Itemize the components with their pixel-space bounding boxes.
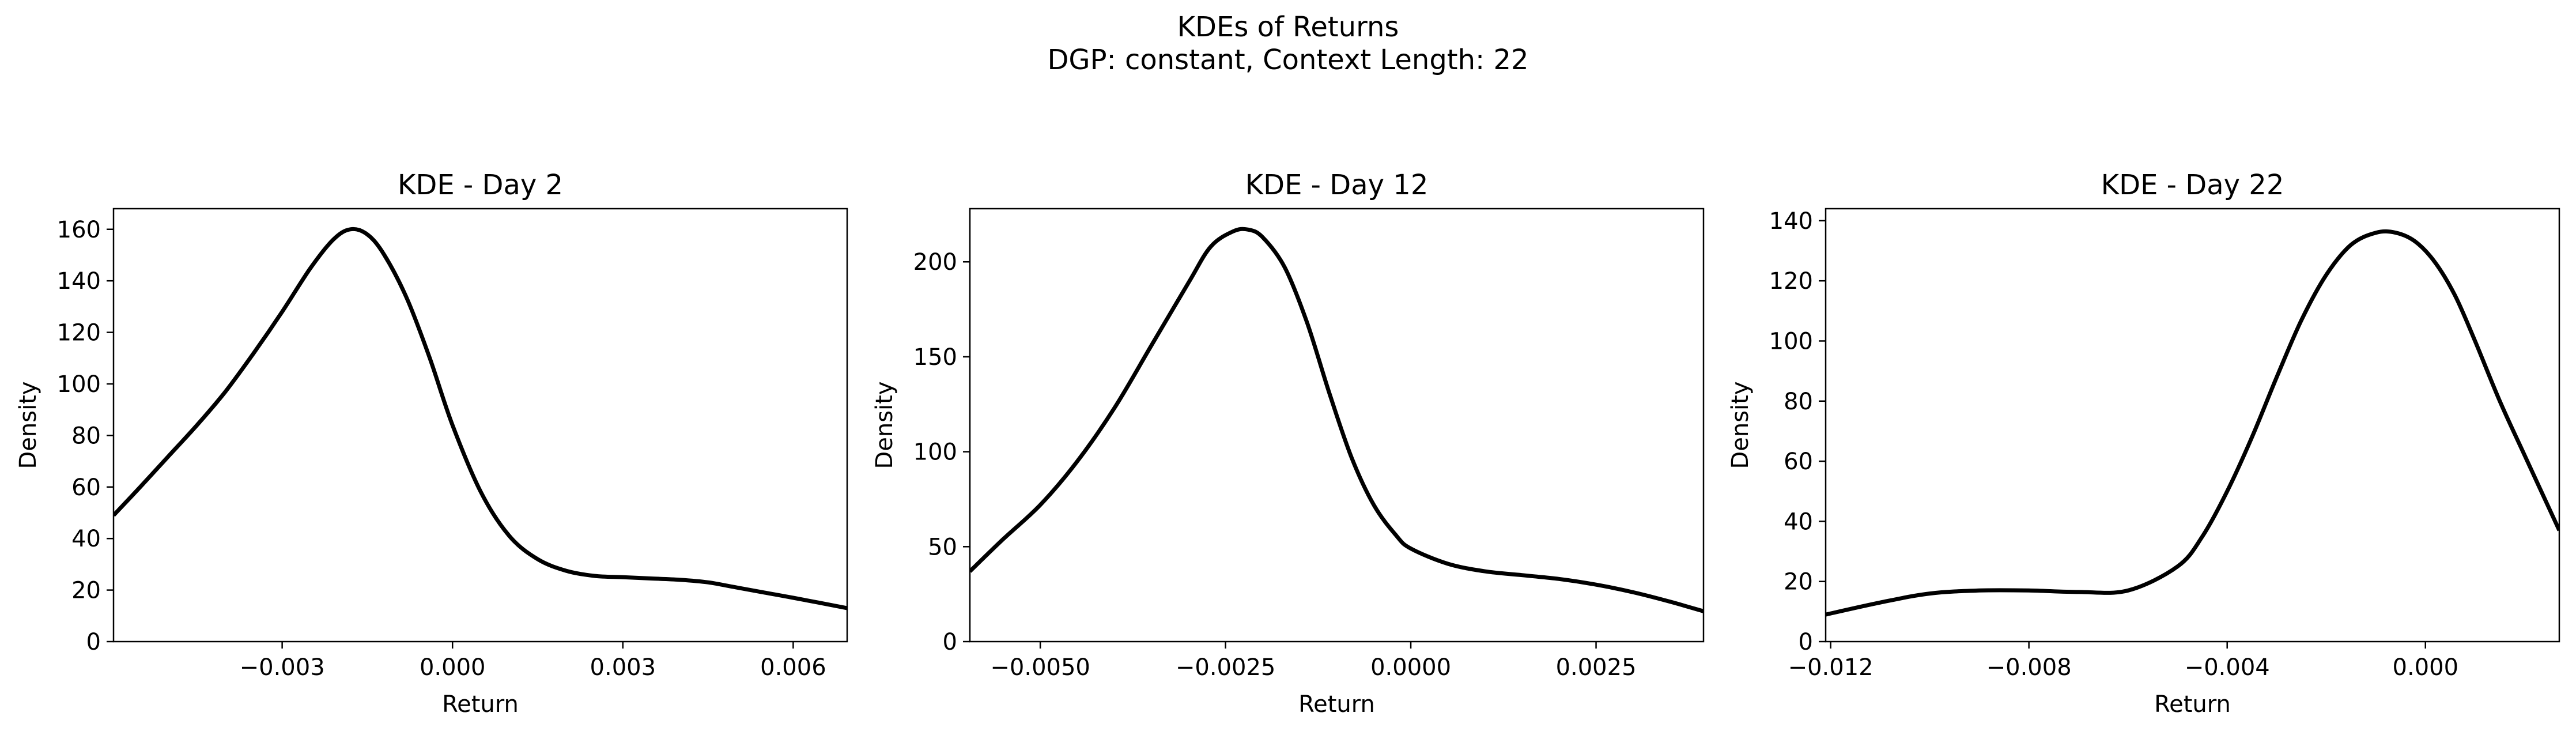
chart-panel-3: KDE - Day 22 −0.012 −0.008 −0.004 0.000 0 20 40…: [1727, 169, 2560, 718]
x-tick-label: 0.003: [590, 654, 656, 681]
x-tick-label: −0.003: [240, 654, 325, 681]
y-tick-label: 200: [913, 249, 957, 276]
x-axis-label: Return: [2154, 691, 2231, 718]
x-tick-label: −0.0050: [990, 654, 1090, 681]
kde-density-line: [114, 227, 847, 610]
y-tick-label: 0: [943, 629, 957, 655]
chart-panel-2: KDE - Day 12 −0.0050 −0.0025 0.0000 0.0025 0 5…: [871, 169, 1705, 718]
x-tick-label: 0.006: [760, 654, 826, 681]
x-tick-label: −0.0025: [1176, 654, 1275, 681]
y-tick-label: 100: [913, 439, 957, 466]
figure-title: KDEs of Returns: [1177, 11, 1399, 43]
chart-panels: KDE - Day 2 −0.003 0.000 0.003 0.006 0 20 40 60 8…: [15, 169, 2560, 718]
y-tick-label: 60: [71, 474, 101, 501]
y-tick-label: 50: [928, 534, 957, 560]
x-tick-label: 0.000: [420, 654, 486, 681]
y-tick-label: 40: [1784, 508, 1813, 535]
y-tick-label: 140: [1769, 208, 1813, 235]
y-tick-label: 100: [1769, 328, 1813, 355]
figure-subtitle: DGP: constant, Context Length: 22: [1047, 44, 1528, 76]
y-tick-label: 160: [57, 217, 101, 243]
y-tick-label: 80: [1784, 389, 1813, 415]
y-tick-label: 140: [57, 268, 101, 295]
y-axis-label: Density: [1727, 381, 1754, 469]
y-tick-label: 0: [1799, 629, 1813, 655]
x-axis-label: Return: [1298, 691, 1375, 718]
y-tick-label: 120: [1769, 268, 1813, 295]
y-axis-label: Density: [15, 381, 41, 469]
kde-density-line: [970, 227, 1704, 613]
y-axis-label: Density: [871, 381, 898, 469]
panel-title: KDE - Day 2: [398, 169, 563, 201]
x-tick-label: −0.004: [2185, 654, 2270, 681]
chart-panel-1: KDE - Day 2 −0.003 0.000 0.003 0.006 0 20 40 60 8…: [15, 169, 848, 718]
panel-title: KDE - Day 12: [1245, 169, 1429, 201]
y-tick-label: 150: [913, 344, 957, 371]
x-tick-label: −0.012: [1788, 654, 1874, 681]
x-tick-label: 0.0000: [1370, 654, 1451, 681]
axes-frame: [112, 208, 848, 643]
x-tick-label: −0.008: [1986, 654, 2072, 681]
x-axis-label: Return: [442, 691, 519, 718]
y-tick-label: 20: [71, 578, 101, 604]
y-tick-label: 40: [71, 526, 101, 552]
y-tick-label: 80: [71, 423, 101, 449]
x-tick-label: 0.000: [2393, 654, 2459, 681]
y-tick-label: 100: [57, 371, 101, 398]
y-tick-label: 20: [1784, 569, 1813, 595]
y-tick-label: 120: [57, 320, 101, 346]
x-tick-label: 0.0025: [1556, 654, 1637, 681]
panel-title: KDE - Day 22: [2101, 169, 2284, 201]
axes-frame: [1825, 208, 2560, 643]
kde-density-line: [1826, 229, 2559, 617]
axes-frame: [969, 208, 1705, 643]
y-tick-label: 60: [1784, 448, 1813, 475]
y-tick-label: 0: [86, 629, 101, 655]
